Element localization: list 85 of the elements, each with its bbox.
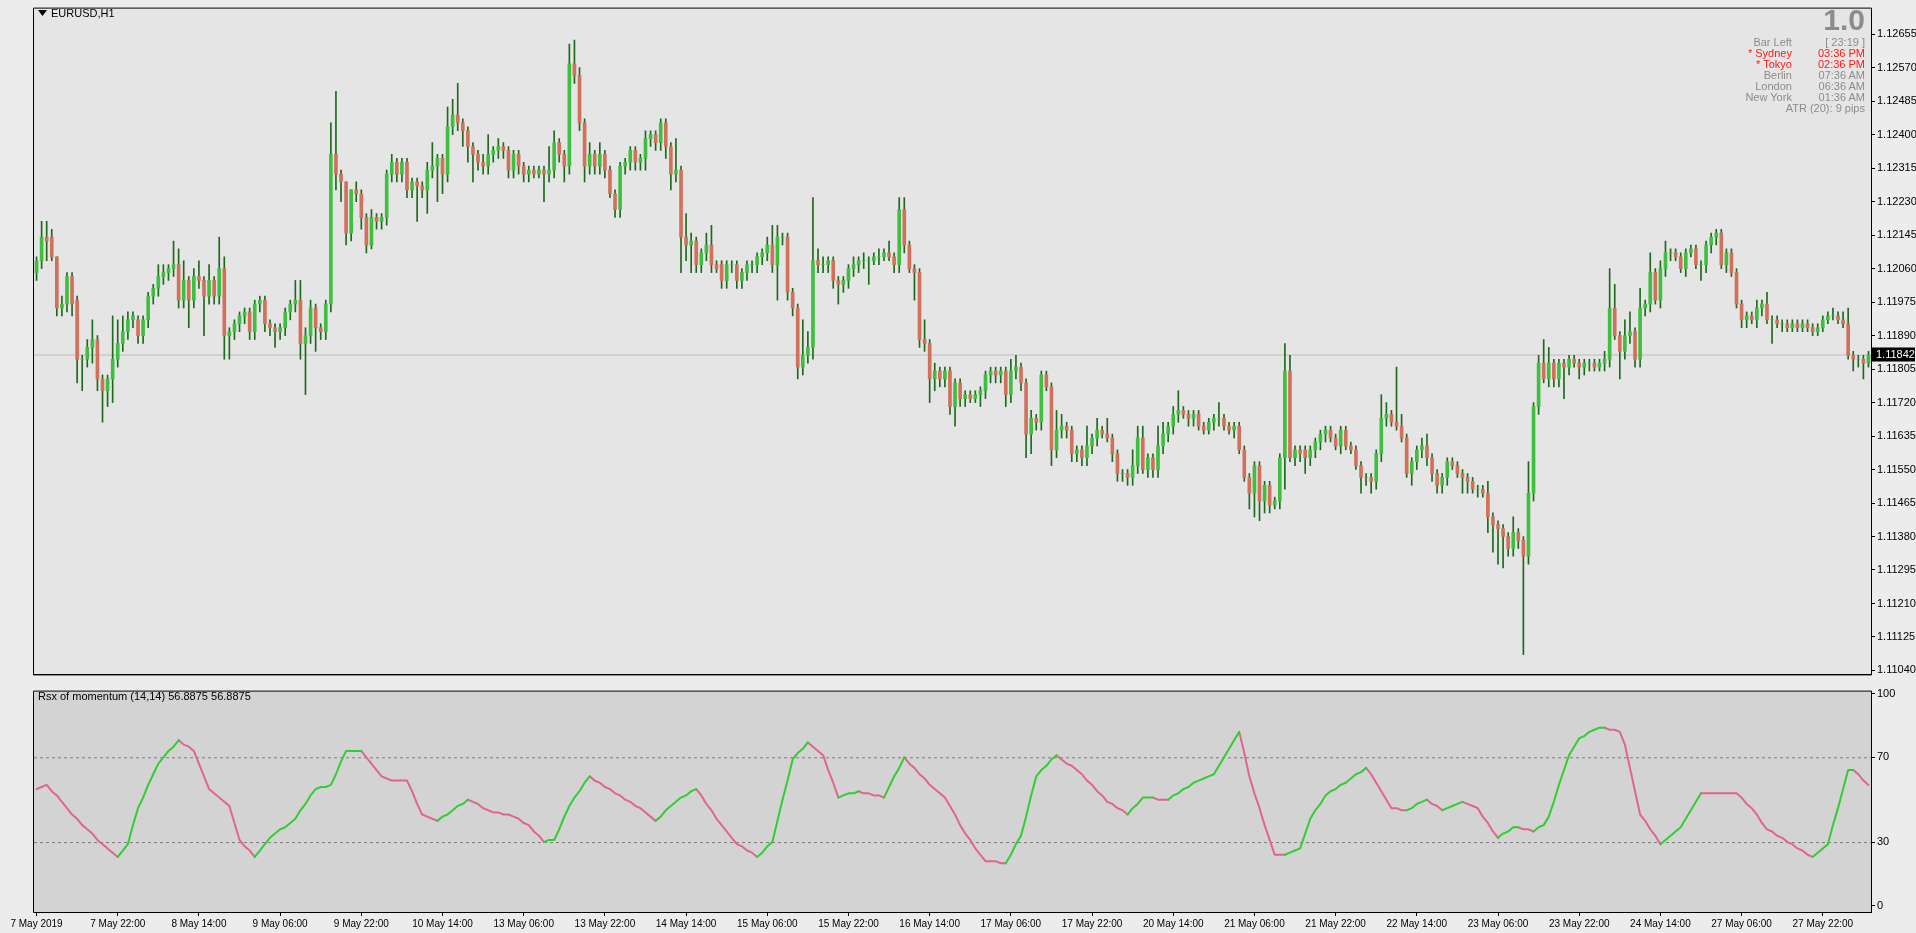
y-tick-label: 100: [1877, 686, 1896, 699]
y-tick-label: 1.12570: [1877, 60, 1916, 73]
y-tick-label: 1.11550: [1877, 462, 1916, 475]
x-tick-label: 27 May 22:00: [1792, 917, 1854, 929]
candlestick: [1369, 473, 1373, 494]
y-tick-label: 0: [1877, 898, 1884, 911]
y-tick-label: 1.11975: [1877, 295, 1916, 308]
y-tick-label: 1.11210: [1877, 596, 1916, 609]
x-tick-label: 21 May 22:00: [1305, 917, 1367, 929]
y-tick-label: 1.12230: [1877, 194, 1916, 207]
x-tick-label: 22 May 14:00: [1386, 917, 1448, 929]
x-tick-label: 7 May 2019: [10, 917, 64, 929]
y-tick-label: 1.12655: [1877, 27, 1916, 40]
x-tick-label: 23 May 06:00: [1467, 917, 1529, 929]
y-tick-label: 1.11295: [1877, 563, 1916, 576]
y-tick-label: 1.11805: [1877, 362, 1916, 375]
ref-line-label: 1.11842: [1876, 348, 1915, 361]
candlestick: [1577, 358, 1582, 380]
x-tick-label: 8 May 14:00: [171, 917, 227, 929]
candlestick: [415, 177, 419, 222]
annotation: ATR (20): 9 pips: [1784, 102, 1865, 114]
y-tick-label: 70: [1877, 750, 1890, 763]
chart-title: EURUSD,H1: [51, 7, 115, 19]
y-tick-label: 1.12060: [1877, 261, 1916, 274]
annotation: * Tokyo: [1755, 58, 1792, 70]
annotation: Berlin: [1762, 69, 1792, 81]
candlestick: [339, 169, 343, 202]
candlestick: [1105, 417, 1110, 443]
y-tick-label: 1.11720: [1877, 395, 1916, 408]
x-tick-label: 13 May 22:00: [574, 917, 636, 929]
candlestick: [816, 248, 820, 273]
annotation: 02:36 PM: [1817, 58, 1865, 70]
candlestick: [1420, 437, 1424, 459]
y-tick-label: 1.11125: [1877, 630, 1916, 642]
annotation: * Sydney: [1746, 47, 1792, 59]
x-tick-label: 27 May 06:00: [1711, 917, 1773, 929]
x-tick-label: 21 May 06:00: [1224, 917, 1286, 929]
annotation: 06:36 AM: [1817, 80, 1865, 92]
annotation: Bar Left: [1752, 36, 1792, 48]
y-tick-label: 1.11890: [1877, 328, 1916, 341]
annotation: 01:36 AM: [1817, 91, 1865, 103]
candlestick: [1856, 354, 1861, 368]
y-tick-label: 1.11465: [1877, 496, 1916, 509]
y-tick-label: 1.12315: [1877, 161, 1916, 174]
x-tick-label: 14 May 14:00: [655, 917, 717, 929]
x-tick-label: 20 May 14:00: [1142, 917, 1204, 929]
candlestick: [674, 138, 678, 183]
y-tick-label: 1.11380: [1877, 529, 1916, 542]
y-tick-label: 30: [1877, 835, 1890, 848]
candlestick: [455, 83, 460, 132]
candlestick: [60, 295, 64, 317]
y-tick-label: 1.12145: [1877, 228, 1916, 241]
candlestick: [1014, 354, 1018, 380]
annotation: 1.0: [1822, 3, 1865, 36]
x-tick-label: 9 May 22:00: [333, 917, 390, 929]
annotation: 07:36 AM: [1817, 69, 1865, 81]
x-tick-label: 7 May 22:00: [90, 917, 146, 929]
candlestick: [1475, 484, 1480, 498]
annotation: New York: [1745, 91, 1792, 103]
x-tick-label: 13 May 06:00: [493, 917, 555, 929]
annotation: 03:36 PM: [1817, 47, 1865, 59]
y-tick-label: 1.12485: [1877, 94, 1916, 107]
candlestick: [542, 165, 546, 202]
x-tick-label: 10 May 14:00: [412, 917, 474, 929]
x-tick-label: 15 May 22:00: [818, 917, 880, 929]
candlestick: [1780, 319, 1785, 332]
candlestick: [547, 146, 551, 183]
candlestick: [689, 232, 693, 273]
y-tick-label: 1.12400: [1877, 127, 1916, 140]
candlestick: [1562, 358, 1566, 399]
y-tick-label: 1.11040: [1877, 663, 1916, 676]
x-tick-label: 9 May 06:00: [252, 917, 309, 929]
candlestick: [684, 213, 688, 262]
x-tick-label: 15 May 06:00: [736, 917, 799, 929]
annotation: [ 23:19 ]: [1825, 36, 1865, 48]
candlestick: [1364, 473, 1368, 486]
candlestick: [334, 91, 338, 191]
annotation: London: [1754, 80, 1792, 92]
chart-title: Rsx of momentum (14,14) 56.8875 56.8875: [38, 690, 251, 702]
x-tick-label: 16 May 14:00: [899, 917, 961, 929]
x-tick-label: 24 May 14:00: [1630, 917, 1692, 929]
y-tick-label: 1.11635: [1877, 429, 1916, 442]
x-tick-label: 17 May 06:00: [980, 917, 1042, 929]
x-tick-label: 23 May 22:00: [1548, 917, 1610, 929]
x-tick-label: 17 May 22:00: [1061, 917, 1123, 929]
